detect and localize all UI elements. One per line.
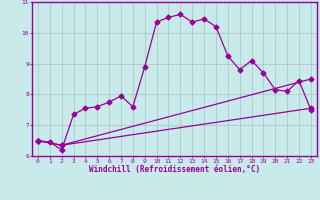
X-axis label: Windchill (Refroidissement éolien,°C): Windchill (Refroidissement éolien,°C) — [89, 165, 260, 174]
